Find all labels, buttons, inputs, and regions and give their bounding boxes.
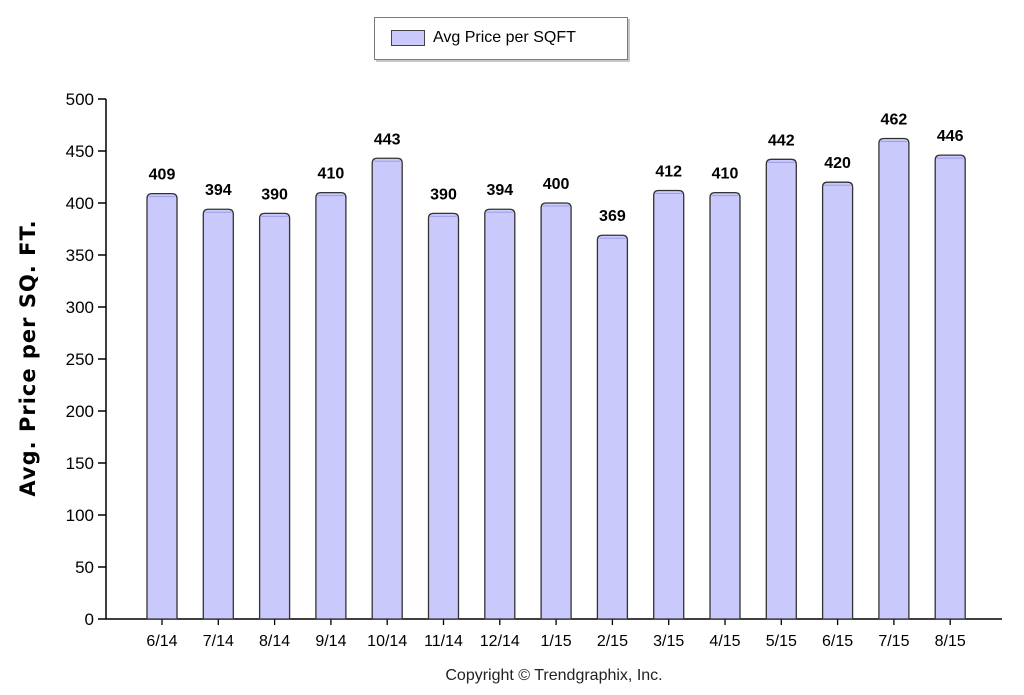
data-label: 390 <box>261 186 288 203</box>
y-tick-label: 450 <box>66 142 94 161</box>
data-label: 410 <box>318 166 345 183</box>
bar <box>371 157 403 620</box>
y-tick-label: 200 <box>66 402 94 421</box>
y-tick-label: 300 <box>66 298 94 317</box>
y-tick-label: 400 <box>66 194 94 213</box>
legend-label: Avg Price per SQFT <box>433 29 576 46</box>
bar <box>709 191 741 620</box>
bars-group <box>146 137 966 620</box>
x-tick-label: 7/14 <box>203 633 234 650</box>
x-tick-label: 4/15 <box>709 633 740 650</box>
data-label: 394 <box>205 182 232 199</box>
data-label: 446 <box>937 128 964 145</box>
data-label: 394 <box>486 182 513 199</box>
bar <box>540 202 572 620</box>
data-label: 420 <box>824 155 851 172</box>
y-axis: 0 50 100 150 200 250 300 350 400 450 500 <box>66 90 107 629</box>
data-label: 443 <box>374 131 401 148</box>
bar <box>878 137 910 620</box>
bar <box>202 208 234 620</box>
bar <box>596 234 629 620</box>
x-tick-label: 8/15 <box>935 633 966 650</box>
data-label: 442 <box>768 132 795 149</box>
bar <box>934 154 966 620</box>
x-tick-label: 8/14 <box>259 633 290 650</box>
x-tick-label: 9/14 <box>315 633 346 650</box>
data-label: 462 <box>881 112 908 129</box>
data-label: 409 <box>149 167 176 184</box>
y-tick-label: 50 <box>75 558 94 577</box>
y-tick-label: 500 <box>66 90 94 109</box>
x-tick-label: 6/14 <box>146 633 177 650</box>
bar <box>315 191 347 620</box>
bar <box>427 212 460 620</box>
legend-swatch <box>391 30 425 46</box>
y-axis-title: Avg. Price per SQ. FT. <box>16 219 40 497</box>
bar <box>258 212 291 620</box>
x-tick-label: 11/14 <box>424 633 463 650</box>
y-tick-label: 250 <box>66 350 94 369</box>
bar <box>821 181 854 620</box>
x-tick-label: 12/14 <box>480 633 520 650</box>
x-tick-label: 6/15 <box>822 633 853 650</box>
x-tick-label: 10/14 <box>367 633 407 650</box>
x-tick-label: 3/15 <box>653 633 684 650</box>
legend: Avg Price per SQFT <box>374 17 628 60</box>
data-label: 390 <box>430 186 457 203</box>
y-tick-label: 350 <box>66 246 94 265</box>
bar <box>484 208 516 620</box>
y-tick-label: 100 <box>66 506 94 525</box>
bar <box>146 192 178 620</box>
data-label: 410 <box>712 166 739 183</box>
x-tick-label: 5/15 <box>766 633 797 650</box>
data-labels-group: 409 394 390 410 443 390 394 400 369 412 410 442 420 4… <box>149 112 964 226</box>
bar <box>653 189 685 620</box>
y-tick-label: 0 <box>85 610 94 629</box>
bar <box>765 158 797 620</box>
x-axis: 6/14 7/14 8/14 9/14 10/14 11/14 12/14 1/15 2/15 3… <box>106 618 1002 650</box>
y-tick-label: 150 <box>66 454 94 473</box>
x-tick-label: 7/15 <box>878 633 909 650</box>
x-tick-label: 2/15 <box>597 633 628 650</box>
data-label: 412 <box>655 164 682 181</box>
data-label: 369 <box>599 208 626 225</box>
data-label: 400 <box>543 176 570 193</box>
copyright-footer: Copyright © Trendgraphix, Inc. <box>445 667 663 684</box>
x-tick-label: 1/15 <box>541 633 572 650</box>
